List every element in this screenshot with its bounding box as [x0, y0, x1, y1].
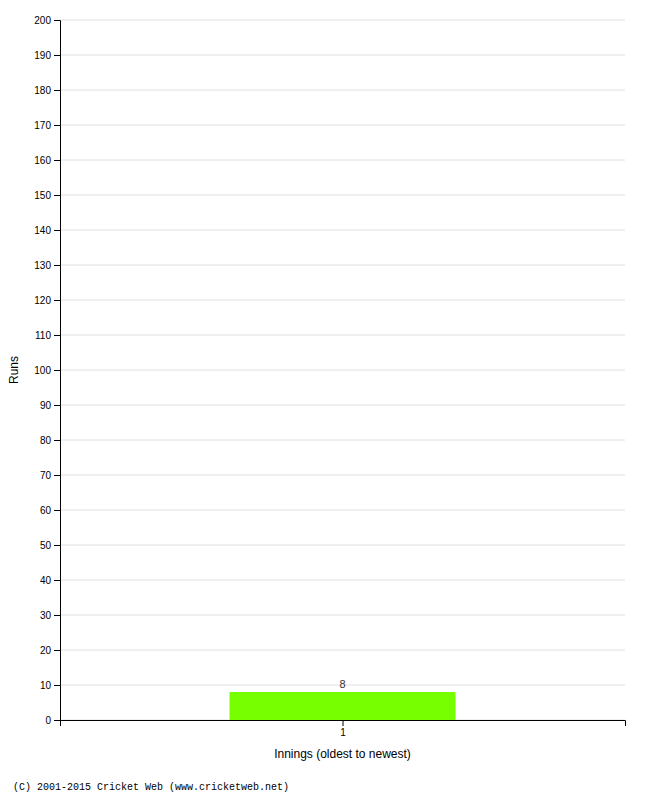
grid-line: [60, 195, 625, 196]
tick-mark: [54, 55, 60, 56]
grid-line: [60, 650, 625, 651]
grid-line: [60, 265, 625, 266]
tick-mark: [343, 720, 344, 726]
tick: 0: [45, 715, 60, 726]
chart-container: 0 10 20 30 40 50 60 70 80 90 100 110 120 130 140 150 160…: [0, 0, 650, 800]
tick-mark: [54, 265, 60, 266]
tick-mark: [54, 475, 60, 476]
annotation: (C) 2001-2015 Cricket Web (www.cricketwe…: [13, 782, 289, 793]
bar: [230, 692, 456, 720]
tick: 140: [34, 225, 60, 236]
tick: 200: [34, 15, 60, 26]
tick-label: 80: [40, 435, 52, 446]
tick: 1: [340, 720, 346, 738]
tick-mark: [54, 510, 60, 511]
tick: 40: [40, 575, 60, 586]
tick-mark: [54, 20, 60, 21]
grid-line: [60, 475, 625, 476]
tick-mark: [54, 335, 60, 336]
tick-mark: [54, 440, 60, 441]
axis-line: [54, 21, 61, 721]
tick-label: 60: [40, 505, 52, 516]
plot-area: [230, 692, 456, 720]
tick-label: 150: [34, 190, 51, 201]
tick-mark: [54, 90, 60, 91]
tick-label: 1: [340, 727, 346, 738]
grid-line: [60, 20, 625, 21]
tick-label: 130: [34, 260, 51, 271]
grid-line: [60, 510, 625, 511]
x-axis-title: Innings (oldest to newest): [274, 747, 411, 761]
grid: [60, 20, 625, 720]
tick-label: 100: [34, 365, 51, 376]
tick-mark: [54, 160, 60, 161]
tick-label: 20: [40, 645, 52, 656]
grid-line: [60, 90, 625, 91]
tick-label: 10: [40, 680, 52, 691]
tick-label: 30: [40, 610, 52, 621]
tick-mark: [54, 405, 60, 406]
grid-line: [60, 405, 625, 406]
tick-mark: [54, 300, 60, 301]
grid-line: [60, 125, 625, 126]
tick-mark: [54, 720, 60, 721]
tick-mark: [54, 615, 60, 616]
tick: 110: [35, 330, 60, 341]
tick: 60: [40, 505, 60, 516]
tick-mark: [54, 545, 60, 546]
chart-svg: 0 10 20 30 40 50 60 70 80 90 100 110 120 130 140 150 160…: [0, 0, 650, 800]
tick: 20: [40, 645, 60, 656]
grid-line: [60, 335, 625, 336]
tick: 120: [34, 295, 60, 306]
x-axis: 1: [61, 720, 626, 738]
y-axis-title: Runs: [7, 356, 21, 384]
grid-line: [60, 580, 625, 581]
tick-label: 200: [34, 15, 51, 26]
y-axis: 0 10 20 30 40 50 60 70 80 90 100 110 120 130 140 150 160…: [34, 15, 60, 726]
grid-line: [60, 300, 625, 301]
tick: 100: [34, 365, 60, 376]
tick: 130: [34, 260, 60, 271]
tick: 10: [40, 680, 60, 691]
tick-mark: [54, 685, 60, 686]
tick-mark: [54, 580, 60, 581]
tick-label: 190: [34, 50, 51, 61]
tick-label: 110: [35, 330, 51, 341]
tick: 190: [34, 50, 60, 61]
tick-label: 0: [45, 715, 51, 726]
data-labels: 8: [339, 678, 345, 690]
tick-label: 170: [34, 120, 51, 131]
grid-line: [60, 615, 625, 616]
data-label: 8: [339, 678, 345, 690]
tick-label: 50: [40, 540, 52, 551]
grid-line: [60, 160, 625, 161]
tick-label: 180: [34, 85, 51, 96]
tick: 160: [34, 155, 60, 166]
tick: 170: [34, 120, 60, 131]
tick: 70: [40, 470, 60, 481]
grid-line: [60, 55, 625, 56]
axis-line: [61, 721, 626, 727]
tick-label: 120: [34, 295, 51, 306]
tick-mark: [54, 230, 60, 231]
tick-mark: [54, 650, 60, 651]
tick-label: 90: [40, 400, 52, 411]
grid-line: [60, 440, 625, 441]
tick-mark: [54, 195, 60, 196]
tick: 150: [34, 190, 60, 201]
tick-mark: [54, 370, 60, 371]
tick: 30: [40, 610, 60, 621]
grid-line: [60, 230, 625, 231]
tick: 50: [40, 540, 60, 551]
tick-label: 40: [40, 575, 52, 586]
tick: 180: [34, 85, 60, 96]
tick-mark: [54, 125, 60, 126]
tick-label: 160: [34, 155, 51, 166]
tick-label: 140: [34, 225, 51, 236]
grid-line: [60, 370, 625, 371]
grid-line: [60, 545, 625, 546]
tick: 80: [40, 435, 60, 446]
tick-label: 70: [40, 470, 52, 481]
tick: 90: [40, 400, 60, 411]
